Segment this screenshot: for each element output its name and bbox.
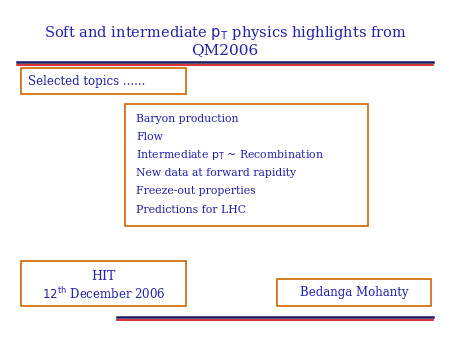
Text: Flow: Flow	[136, 132, 163, 142]
FancyBboxPatch shape	[277, 279, 431, 307]
FancyBboxPatch shape	[22, 68, 186, 94]
Text: Predictions for LHC: Predictions for LHC	[136, 204, 246, 215]
Text: HIT: HIT	[91, 270, 116, 283]
Text: Selected topics ......: Selected topics ......	[28, 74, 145, 88]
FancyBboxPatch shape	[126, 104, 368, 226]
Text: Intermediate $\mathrm{p_T}$ ~ Recombination: Intermediate $\mathrm{p_T}$ ~ Recombinat…	[136, 148, 324, 162]
Text: New data at forward rapidity: New data at forward rapidity	[136, 168, 297, 178]
Text: Freeze-out properties: Freeze-out properties	[136, 186, 256, 196]
Text: $12^{\mathrm{th}}$ December 2006: $12^{\mathrm{th}}$ December 2006	[42, 286, 166, 302]
Text: Baryon production: Baryon production	[136, 114, 239, 124]
Text: QM2006: QM2006	[191, 43, 259, 57]
Text: Bedanga Mohanty: Bedanga Mohanty	[300, 286, 408, 299]
FancyBboxPatch shape	[22, 261, 186, 307]
Text: Soft and intermediate $\mathrm{p_T}$ physics highlights from: Soft and intermediate $\mathrm{p_T}$ phy…	[44, 24, 406, 42]
